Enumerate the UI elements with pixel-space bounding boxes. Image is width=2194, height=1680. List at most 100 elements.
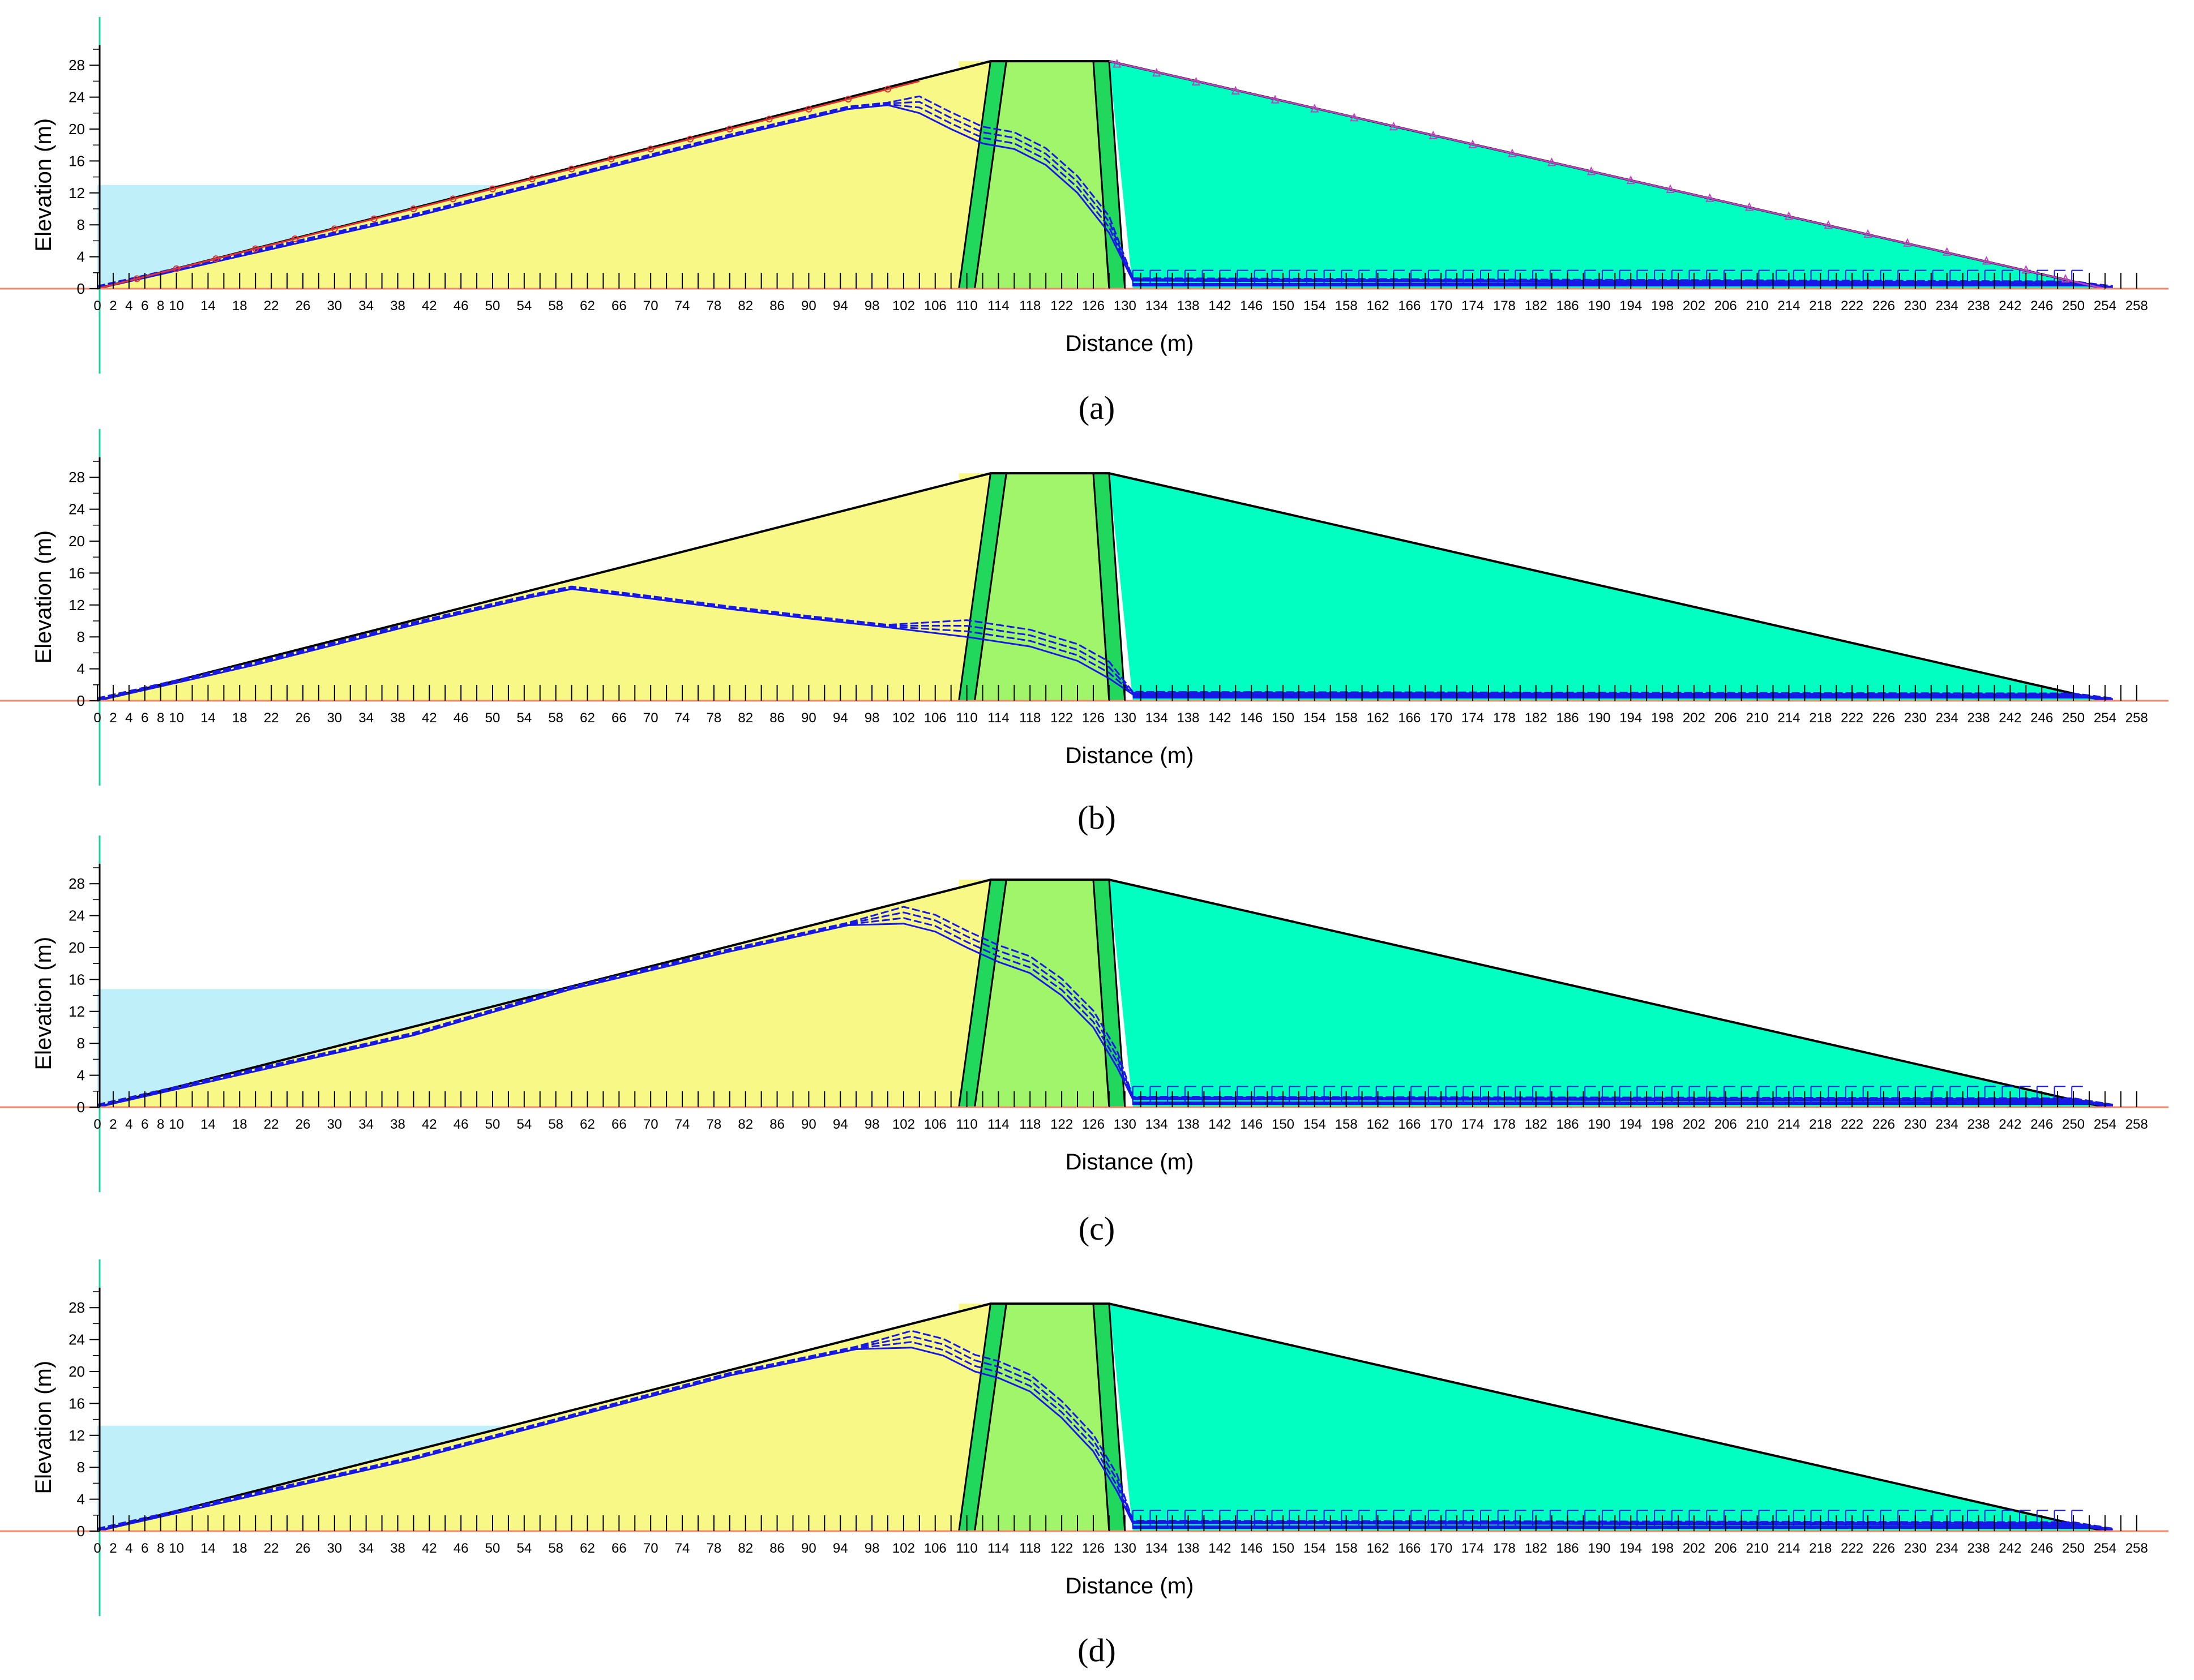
x-tick-label: 238 [1967,1541,1990,1556]
x-tick-label: 6 [141,1541,148,1556]
upstream-marker [292,235,298,242]
x-tick-label: 8 [157,710,164,726]
x-tick-label: 110 [956,298,977,314]
downstream-marker [1508,148,1517,157]
x-tick-label: 94 [833,298,848,314]
x-tick-label: 170 [1430,710,1452,726]
x-tick-label: 54 [516,710,532,726]
x-tick-label: 0 [93,710,101,726]
x-tick-label: 190 [1588,1117,1610,1132]
x-tick-label: 110 [956,1117,977,1132]
x-tick-label: 26 [296,710,311,726]
x-tick-label: 154 [1303,1117,1326,1132]
x-tick-label: 186 [1556,298,1579,314]
x-tick-label: 246 [2030,298,2053,314]
x-tick-label: 98 [865,298,880,314]
x-tick-label: 78 [707,710,722,726]
y-tick-label: 28 [69,469,85,486]
x-tick-label: 154 [1303,298,1326,314]
x-tick-label: 82 [738,1541,753,1556]
x-axis-label: Distance (m) [1066,1150,1194,1175]
x-tick-label: 102 [892,710,915,726]
x-tick-label: 218 [1809,1117,1832,1132]
x-tick-label: 210 [1746,1541,1769,1556]
x-tick-label: 86 [769,298,785,314]
x-tick-label: 122 [1050,710,1073,726]
x-tick-label: 166 [1398,298,1421,314]
x-tick-label: 70 [643,1541,658,1556]
y-tick-label: 28 [69,1299,85,1316]
x-tick-label: 18 [232,1117,247,1132]
x-tick-label: 242 [1999,710,2021,726]
x-tick-label: 106 [924,1117,947,1132]
x-tick-label: 78 [707,1117,722,1132]
x-tick-label: 202 [1683,710,1705,726]
x-tick-label: 178 [1493,1117,1516,1132]
x-tick-label: 0 [93,1541,101,1556]
x-tick-label: 10 [169,298,184,314]
x-tick-label: 22 [264,1541,279,1556]
phreatic-line [97,917,2114,1108]
x-axis-label: Distance (m) [1066,1574,1194,1598]
x-tick-label: 210 [1746,710,1769,726]
upstream-marker [450,195,457,203]
upstream-marker [805,105,812,113]
x-tick-label: 142 [1208,298,1231,314]
x-tick-label: 222 [1841,298,1863,314]
x-tick-label: 202 [1683,1117,1705,1132]
x-tick-label: 90 [801,1541,816,1556]
downstream-marker [1903,238,1912,247]
downstream-marker [1745,202,1754,211]
x-tick-label: 90 [801,1117,816,1132]
dam-outline [97,1302,2106,1532]
x-tick-label: 174 [1461,1541,1484,1556]
downstream-marker [1982,256,1991,265]
x-tick-label: 258 [2125,710,2148,726]
downstream-boundary [1109,60,2106,290]
x-tick-label: 134 [1145,298,1168,314]
x-tick-label: 226 [1872,1117,1895,1132]
x-tick-label: 94 [833,1117,848,1132]
downstream-marker [1547,157,1556,166]
x-tick-label: 142 [1208,1117,1231,1132]
upstream-marker [647,145,655,153]
y-tick-label: 16 [69,971,85,988]
x-tick-label: 54 [516,1541,532,1556]
x-tick-label: 26 [296,1541,311,1556]
x-tick-label: 134 [1145,1541,1168,1556]
x-tick-label: 150 [1272,1117,1294,1132]
x-tick-label: 118 [1019,1541,1041,1556]
x-tick-label: 126 [1082,1541,1105,1556]
x-tick-label: 118 [1019,710,1041,726]
downstream-marker [1389,121,1398,131]
x-tick-label: 134 [1145,710,1168,726]
x-tick-label: 58 [548,298,563,314]
x-tick-label: 54 [516,1117,532,1132]
x-tick-label: 150 [1272,1541,1294,1556]
upstream-marker [726,126,733,132]
x-tick-label: 10 [169,1117,184,1132]
y-tick-label: 24 [69,89,85,106]
y-tick-label: 8 [77,628,85,645]
x-tick-label: 30 [327,1541,342,1556]
y-axis-label: Elevation (m) [31,937,56,1070]
x-tick-label: 8 [157,1541,164,1556]
x-tick-label: 50 [485,298,501,314]
x-tick-label: 158 [1335,710,1358,726]
x-tick-label: 110 [956,710,977,726]
upstream-marker [252,245,259,252]
x-tick-label: 46 [454,1541,469,1556]
x-tick-label: 214 [1777,1541,1800,1556]
x-tick-label: 14 [200,298,216,314]
x-tick-label: 134 [1145,1117,1168,1132]
x-tick-label: 254 [2094,298,2116,314]
x-tick-label: 238 [1967,1117,1990,1132]
x-tick-label: 246 [2030,710,2053,726]
x-tick-label: 174 [1461,298,1484,314]
y-tick-label: 4 [77,661,85,678]
x-tick-label: 74 [675,710,690,726]
x-tick-label: 6 [141,298,148,314]
x-tick-label: 86 [769,710,785,726]
